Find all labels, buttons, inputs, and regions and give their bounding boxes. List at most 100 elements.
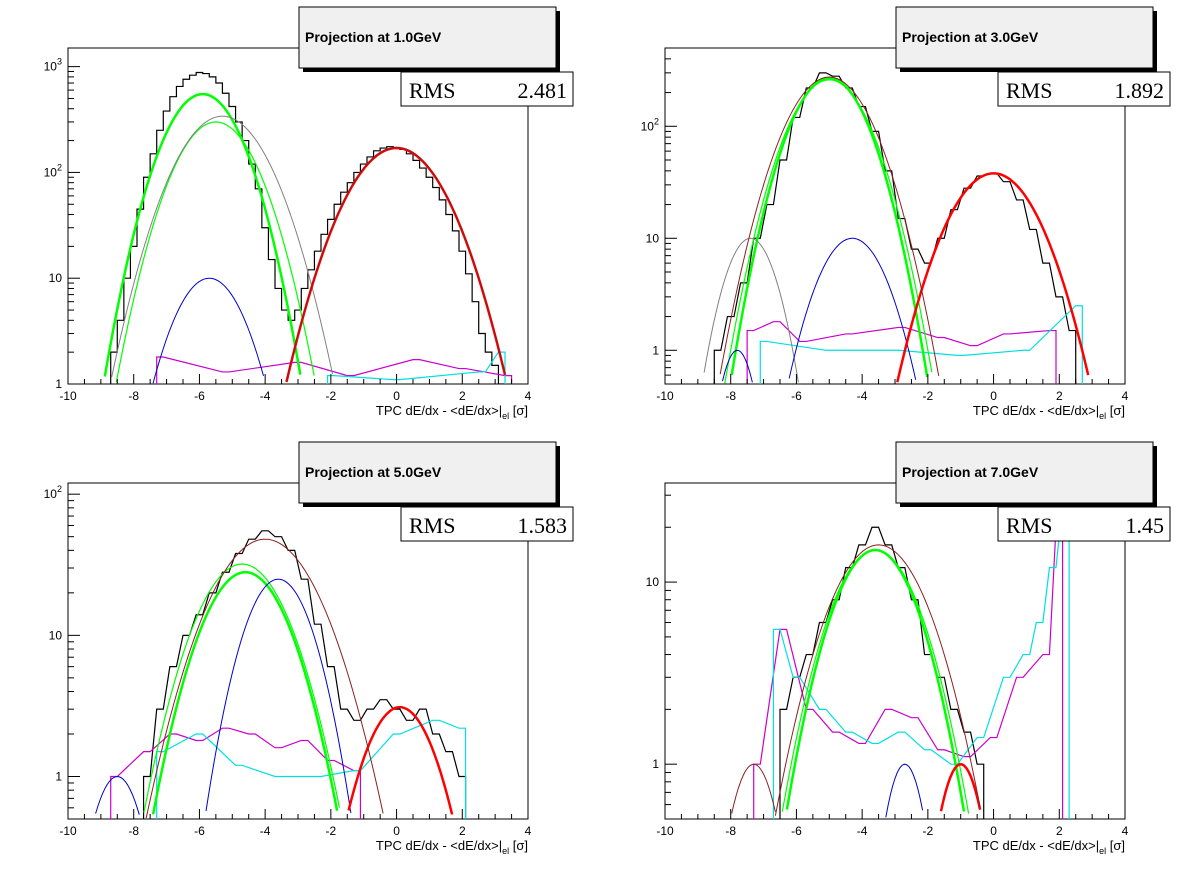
stats-rms-label: RMS [409,78,455,103]
stats-box [400,71,574,107]
stats-box [997,71,1171,107]
y-tick-label: 1 [652,343,659,357]
chart-panel-1: -10 -8 -6 -4 -2 0 2 4 1 10 102 103 TPC dE/dx - <dE/d… [44,6,574,421]
x-tick-label: -2 [326,389,337,403]
fit-curve-6 [145,538,384,819]
x-tick-label: 4 [525,389,532,403]
y-tick-label: 102 [44,484,62,501]
x-tick-label: -8 [128,824,139,838]
histogram-series-3 [156,719,467,819]
x-tick-label: -10 [656,389,674,403]
fit-curve-5 [347,705,454,815]
histogram-series-2 [110,727,362,819]
y-tick-label: 10 [646,231,660,245]
x-tick-label: -2 [923,824,934,838]
stats-rms-value: 2.481 [518,78,568,103]
x-tick-label: 2 [1056,389,1063,403]
fit-curve-1 [730,76,929,378]
y-tick-label: 1 [55,377,62,391]
fit-curve-4 [788,237,917,380]
x-tick-label: -8 [725,389,736,403]
x-axis-label: TPC dE/dx - <dE/dx>|el [σ] [376,403,528,421]
stats-rms-value: 1.583 [518,513,568,538]
y-tick-label: 10 [49,628,63,642]
x-tick-label: -4 [857,389,868,403]
fit-curve-1 [151,570,339,815]
title-box [298,441,557,504]
chart-panel-4: -10 -8 -6 -4 -2 0 2 4 1 10 TPC dE/dx - <dE/dx>|el … [646,441,1171,856]
chart-title: Projection at 1.0GeV [305,29,442,45]
plot-area [95,530,467,819]
x-tick-label: 0 [393,389,400,403]
stats-box [400,506,574,542]
chart-panel-3: -10 -8 -6 -4 -2 0 2 4 1 10 102 TPC dE/dx - <dE/dx>|… [44,441,574,856]
fit-curve-5 [722,349,753,383]
x-tick-label: -4 [857,824,868,838]
fit-curve-6 [286,146,506,382]
stats-rms-label: RMS [1006,513,1052,538]
x-tick-label: 4 [1122,824,1129,838]
fit-curve-3 [111,115,333,378]
y-tick-label: 103 [44,57,62,74]
x-tick-label: 4 [1122,389,1129,403]
chart-title: Projection at 7.0GeV [902,464,1039,480]
x-tick-label: 0 [990,389,997,403]
x-tick-label: 2 [459,389,466,403]
fit-curve-1 [103,92,302,377]
plot-area [103,71,513,384]
plot-area [731,502,1070,819]
histogram-series-3 [772,502,1070,819]
title-box [298,6,557,69]
chart-title: Projection at 3.0GeV [902,29,1039,45]
x-tick-label: -6 [791,824,802,838]
fit-curve-3 [885,763,924,818]
y-tick-label: 10 [49,271,63,285]
histogram-series-1 [779,526,985,819]
x-tick-label: -10 [656,824,674,838]
histogram-series-1 [110,71,505,384]
x-tick-label: -4 [260,389,271,403]
y-tick-label: 1 [55,770,62,784]
y-tick-label: 102 [641,116,659,133]
x-tick-label: -6 [194,824,205,838]
stats-rms-label: RMS [409,513,455,538]
title-box [895,6,1154,69]
fit-curve-3 [205,578,352,814]
x-tick-label: 0 [393,824,400,838]
title-box [895,441,1154,504]
x-tick-label: -10 [59,389,77,403]
histogram-series-2 [753,526,1064,819]
y-tick-label: 1 [652,757,659,771]
x-tick-label: -8 [725,824,736,838]
fit-curve-4 [152,277,264,384]
histogram-series-1 [713,72,1077,384]
x-tick-label: -4 [260,824,271,838]
fit-curve-2 [781,549,970,814]
fit-curve-4 [939,763,982,812]
stats-rms-value: 1.892 [1115,78,1165,103]
y-tick-label: 102 [44,162,62,179]
x-axis-label: TPC dE/dx - <dE/dx>|el [σ] [973,403,1125,421]
x-tick-label: 2 [459,824,466,838]
fit-curve-3 [703,237,799,383]
y-tick-label: 10 [646,575,660,589]
fit-curve-2 [724,79,933,384]
fit-curve-2 [143,563,340,813]
chart-title: Projection at 5.0GeV [305,464,442,480]
fit-curve-6 [731,763,776,814]
fit-curve-4 [95,776,140,815]
chart-panel-2: -10 -8 -6 -4 -2 0 2 4 1 10 102 TPC dE/dx - <dE/dx>|… [641,6,1171,421]
x-tick-label: -2 [923,389,934,403]
fit-curve-2 [115,121,315,383]
x-tick-label: -6 [791,389,802,403]
stats-box [997,506,1171,542]
fit-curve-6 [896,172,1090,383]
fit-curve-5 [774,544,981,816]
x-tick-label: 0 [990,824,997,838]
plot-area [703,72,1090,384]
x-tick-label: -2 [326,824,337,838]
x-tick-label: 2 [1056,824,1063,838]
x-tick-label: -8 [128,389,139,403]
stats-rms-label: RMS [1006,78,1052,103]
